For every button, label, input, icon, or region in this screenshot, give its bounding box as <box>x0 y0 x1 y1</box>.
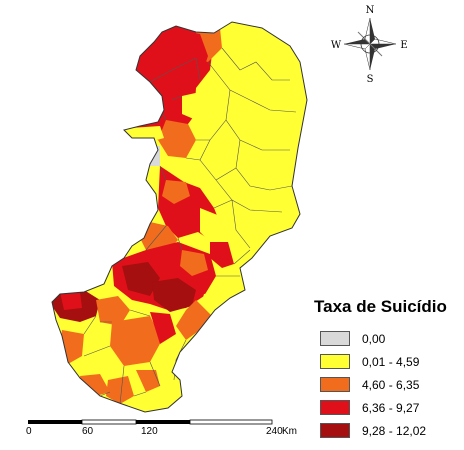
region-class-4-b <box>152 278 196 312</box>
scale-bar-graphic <box>28 419 273 425</box>
scale-tick-240: 240 <box>266 426 283 437</box>
region-class-2-south-a <box>176 300 212 340</box>
compass-w: W <box>331 40 342 51</box>
region-class-2-center-c <box>180 250 208 276</box>
scale-tick-60: 60 <box>82 426 94 437</box>
region-class-3-west-inner <box>60 292 82 310</box>
region-class-2-southwest-a <box>96 296 130 326</box>
compass-e: E <box>400 40 407 51</box>
legend-item: 0,00 <box>312 327 462 350</box>
compass-n: N <box>366 5 375 16</box>
region-class-2-south-central <box>110 316 162 366</box>
legend-item: 4,60 - 6,35 <box>312 373 462 396</box>
scale-bar: 0 60 120 240 Km <box>26 418 297 448</box>
legend-swatch <box>320 331 350 346</box>
region-class-3-south-a <box>150 312 176 344</box>
municipal-borders <box>83 47 297 405</box>
legend-label: 6,36 - 9,27 <box>362 400 420 415</box>
legend-label: 9,28 - 12,02 <box>362 423 427 438</box>
region-class-3-east-edge <box>210 242 234 268</box>
region-class-1-center-enclave <box>200 208 226 242</box>
legend-item: 9,28 - 12,02 <box>312 419 462 442</box>
legend-item: 6,36 - 9,27 <box>312 396 462 419</box>
legend-swatch <box>320 400 350 415</box>
legend-swatch <box>320 377 350 392</box>
scale-tick-0: 0 <box>26 426 32 437</box>
legend-label: 4,60 - 6,35 <box>362 377 420 392</box>
region-class-2-south-d <box>136 370 160 392</box>
region-class-2-central-west <box>158 120 196 158</box>
region-class-2-center-a <box>162 180 190 204</box>
region-class-4-a <box>122 262 160 296</box>
compass-rose-icon <box>343 17 397 71</box>
legend: Taxa de Suicídio 0,00 0,01 - 4,59 4,60 -… <box>312 297 462 442</box>
legend-label: 0,00 <box>362 331 386 346</box>
legend-swatch <box>320 423 350 438</box>
region-class-2-south-c <box>106 376 134 404</box>
legend-item: 0,01 - 4,59 <box>312 350 462 373</box>
scale-unit: Km <box>282 426 297 437</box>
north-arrow-compass: N S E W <box>331 5 408 84</box>
region-class-1-north-enclave <box>182 92 208 120</box>
legend-title: Taxa de Suicídio <box>314 297 447 316</box>
compass-s: S <box>367 74 374 84</box>
legend-swatch <box>320 354 350 369</box>
legend-label: 0,01 - 4,59 <box>362 354 420 369</box>
legend-items: 0,00 0,01 - 4,59 4,60 - 6,35 6,36 - 9,27… <box>312 327 462 442</box>
scale-tick-120: 120 <box>141 426 158 437</box>
